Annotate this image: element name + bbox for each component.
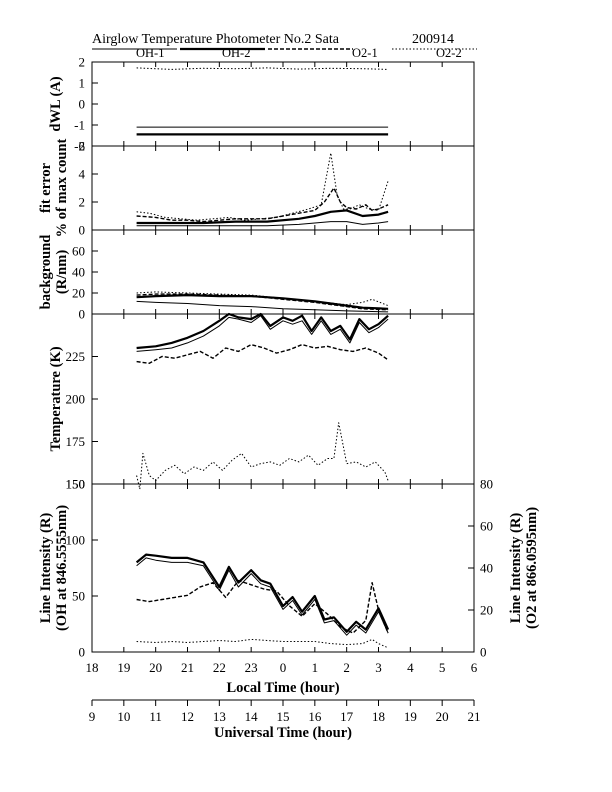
y-axis-label: fit error	[38, 162, 54, 213]
y-tick-label: 60	[72, 244, 85, 259]
y-tick-label: 0	[79, 97, 86, 112]
series-oh-2	[136, 209, 389, 225]
y-tick-label: 6	[79, 139, 86, 154]
local-x-tick-label: 18	[86, 660, 99, 675]
y-tick-label: -1	[74, 118, 85, 133]
local-x-tick-label: 4	[407, 660, 414, 675]
y-right-tick-label: 40	[480, 561, 493, 576]
local-x-tick-label: 0	[280, 660, 287, 675]
local-x-tick-label: 1	[312, 660, 319, 675]
universal-x-tick-label: 21	[468, 709, 481, 724]
series-o2-2	[136, 67, 389, 70]
series-o2-2	[136, 422, 389, 490]
y-right-tick-label: 0	[480, 645, 487, 660]
universal-x-tick-label: 10	[117, 709, 130, 724]
legend-label-o2-2: O2-2	[436, 46, 462, 60]
y-right-tick-label: 20	[480, 603, 493, 618]
y-tick-label: 2	[79, 195, 86, 210]
series-oh-2	[135, 553, 390, 633]
panel-frame	[91, 313, 475, 485]
y-axis-label-2: (OH at 846.5555nm)	[54, 505, 70, 631]
y-axis-label-2: (R/nm)	[54, 250, 70, 294]
series-oh-1	[136, 300, 389, 313]
universal-x-tick-label: 14	[245, 709, 259, 724]
y-tick-label: 1	[79, 76, 86, 91]
y-tick-label: 150	[66, 477, 86, 492]
y-tick-label: 225	[66, 349, 86, 364]
y-right-axis-label: Line Intensity (R)	[508, 513, 524, 624]
local-x-axis-label: Local Time (hour)	[226, 680, 339, 696]
universal-x-tick-label: 16	[308, 709, 322, 724]
series-o2-1	[136, 187, 389, 223]
y-tick-label: 175	[66, 434, 86, 449]
local-x-tick-label: 19	[117, 660, 130, 675]
series-o2-1	[136, 579, 389, 634]
local-x-tick-label: 3	[375, 660, 382, 675]
y-axis-label: Line Intensity (R)	[38, 513, 54, 624]
series-oh-2	[136, 312, 389, 350]
local-x-tick-label: 22	[213, 660, 226, 675]
universal-x-tick-label: 15	[277, 709, 290, 724]
y-tick-label: 100	[66, 533, 86, 548]
panel-frame	[91, 229, 475, 315]
universal-x-tick-label: 19	[404, 709, 417, 724]
universal-x-axis-label: Universal Time (hour)	[214, 725, 352, 741]
y-tick-label: 20	[72, 286, 85, 301]
y-tick-label: 0	[79, 223, 86, 238]
y-axis-label: Temperature (K)	[48, 346, 64, 451]
y-tick-label: 40	[72, 265, 85, 280]
panel-temperature: 225 200 175 150 Temperature (K)	[48, 312, 475, 492]
universal-x-tick-label: 17	[340, 709, 354, 724]
panel-frame	[91, 483, 475, 653]
panel-fit_error: 6 4 2 0 fit error% of max count	[38, 138, 475, 238]
universal-x-tick-label: 13	[213, 709, 226, 724]
universal-x-tick-label: 20	[436, 709, 449, 724]
panel-dwl: 2 1 0 -1 -2 dWL (A)	[48, 55, 475, 154]
legend-label-oh-1: OH-1	[136, 46, 164, 60]
universal-x-tick-label: 11	[149, 709, 162, 724]
universal-x-tick-label: 12	[181, 709, 194, 724]
y-tick-label: -2	[74, 139, 85, 154]
series-o2-2	[136, 152, 389, 221]
panel-background: 60 40 20 0 background (R/nm)	[38, 229, 475, 322]
y-tick-label: 0	[79, 645, 86, 660]
local-x-tick-label: 6	[471, 660, 478, 675]
legend-label-o2-1: O2-1	[352, 46, 378, 60]
y-tick-label: 50	[72, 589, 85, 604]
y-tick-label: 4	[79, 167, 86, 182]
series-o2-1	[136, 293, 389, 311]
legend-label-oh-2: OH-2	[222, 46, 250, 60]
y-tick-label: 200	[66, 392, 86, 407]
y-tick-label: 2	[79, 55, 86, 70]
chart-title: Airglow Temperature Photometer No.2 Sata	[92, 32, 340, 47]
universal-x-tick-label: 9	[89, 709, 96, 724]
series-o2-2	[136, 638, 389, 649]
local-x-tick-label: 20	[149, 660, 162, 675]
series-o2-1	[136, 343, 389, 364]
universal-x-tick-label: 18	[372, 709, 385, 724]
series-oh-1	[136, 315, 389, 352]
y-right-tick-label: 60	[480, 519, 493, 534]
series-oh-1	[136, 221, 389, 227]
series-oh-2	[136, 294, 389, 310]
y-tick-label: 150	[66, 477, 86, 492]
y-axis-label: dWL (A)	[48, 76, 64, 131]
local-x-tick-label: 23	[245, 660, 258, 675]
y-tick-label: 0	[79, 307, 86, 322]
y-axis-label-2: % of max count	[54, 138, 70, 237]
series-oh-1	[136, 557, 389, 636]
y-right-tick-label: 80	[480, 477, 493, 492]
local-x-tick-label: 21	[181, 660, 194, 675]
y-right-axis-label-2: (O2 at 866.0595nm)	[524, 507, 540, 629]
local-x-tick-label: 5	[439, 660, 446, 675]
legend: OH-1 OH-2 O2-1 O2-2	[92, 46, 477, 60]
y-axis-label: background	[38, 235, 54, 310]
chart-date: 200914	[412, 32, 454, 47]
local-x-tick-label: 2	[343, 660, 350, 675]
